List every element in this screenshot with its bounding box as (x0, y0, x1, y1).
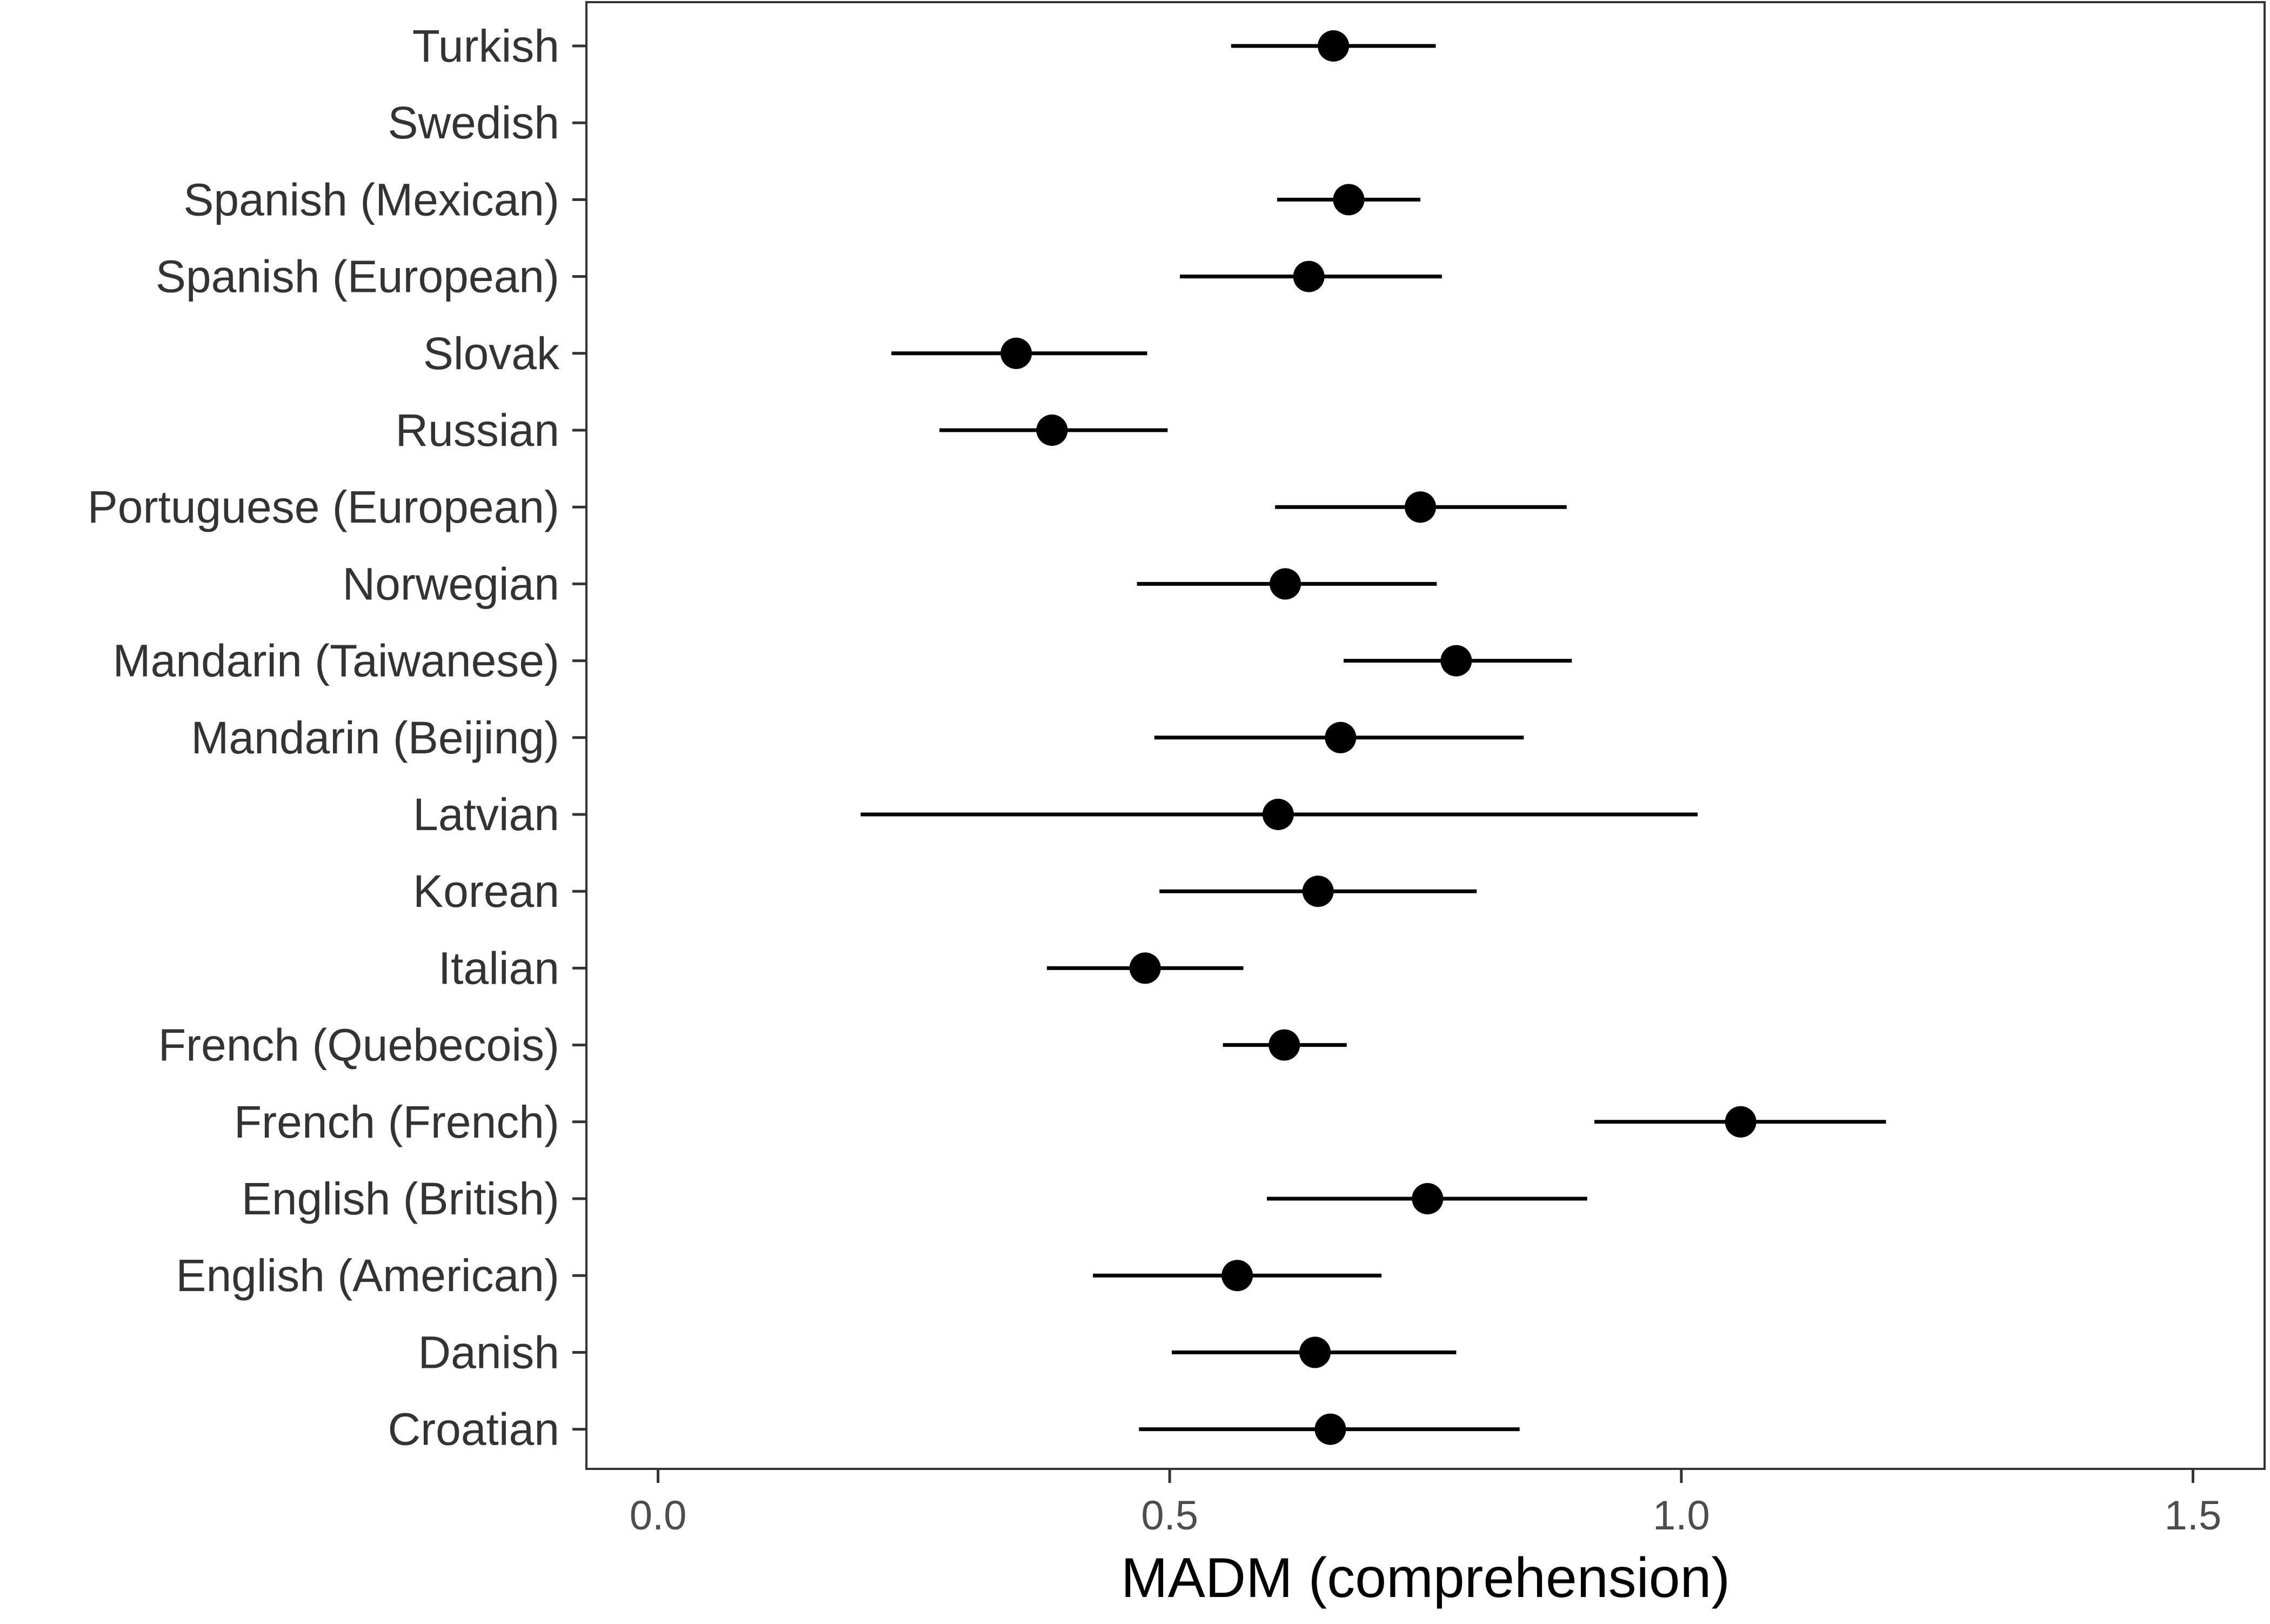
y-tick-label-korean: Korean (413, 866, 559, 917)
point-turkish (1318, 30, 1350, 62)
y-tick-label-mandarin-beijing: Mandarin (Beijing) (191, 712, 559, 763)
y-tick-label-turkish: Turkish (412, 21, 559, 71)
point-french-french (1725, 1106, 1757, 1138)
y-tick-label-english-american: English (American) (176, 1250, 559, 1301)
x-tick-label-3: 1.5 (2165, 1493, 2222, 1539)
point-russian (1036, 415, 1068, 446)
point-english-american (1221, 1260, 1253, 1292)
x-axis-title: MADM (comprehension) (1121, 1547, 1730, 1609)
x-tick-label-0: 0.0 (630, 1493, 687, 1539)
x-tick-label-1: 0.5 (1141, 1493, 1198, 1539)
point-korean (1302, 876, 1334, 907)
point-spanish-european (1293, 260, 1325, 292)
y-tick-label-swedish: Swedish (388, 97, 559, 148)
panel-border (585, 1, 2266, 1470)
point-mandarin-beijing (1325, 721, 1357, 753)
point-danish (1299, 1336, 1331, 1368)
y-tick-label-italian: Italian (438, 943, 559, 993)
point-portuguese-european (1405, 491, 1437, 523)
y-tick-label-danish: Danish (418, 1327, 559, 1378)
y-tick-label-portuguese-european: Portuguese (European) (88, 482, 559, 532)
y-tick-label-english-british: English (British) (242, 1173, 559, 1224)
y-tick-label-russian: Russian (396, 405, 559, 456)
y-axis: Turkish Swedish Spanish (Mexican) Spanish (… (88, 21, 586, 1455)
point-mandarin-taiwanese (1440, 645, 1472, 677)
y-tick-label-norwegian: Norwegian (342, 558, 559, 609)
point-italian (1129, 952, 1161, 984)
y-tick-label-croatian: Croatian (388, 1404, 559, 1455)
points-layer (1000, 30, 1757, 1445)
point-spanish-mexican (1333, 184, 1365, 216)
point-slovak (1000, 337, 1032, 369)
point-french-quebecois (1268, 1029, 1300, 1061)
y-tick-label-french-french: French (French) (234, 1097, 559, 1147)
point-english-british (1412, 1183, 1444, 1214)
y-tick-label-french-quebecois: French (Quebecois) (158, 1020, 559, 1071)
y-tick-label-slovak: Slovak (423, 328, 560, 379)
x-tick-label-2: 1.0 (1653, 1493, 1710, 1539)
y-tick-label-spanish-european: Spanish (European) (156, 251, 559, 302)
point-norwegian (1270, 568, 1301, 600)
point-latvian (1262, 799, 1294, 830)
y-tick-label-latvian: Latvian (413, 789, 559, 840)
y-tick-label-spanish-mexican: Spanish (Mexican) (183, 174, 559, 225)
point-croatian (1314, 1413, 1346, 1445)
x-axis: 0.0 0.5 1.0 1.5 (630, 1469, 2222, 1539)
y-tick-label-mandarin-taiwanese: Mandarin (Taiwanese) (113, 636, 559, 686)
